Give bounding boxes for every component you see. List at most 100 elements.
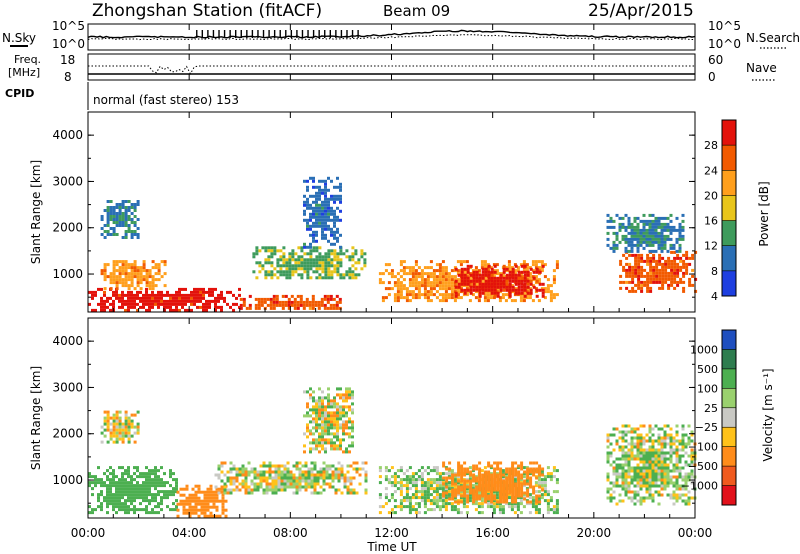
heatmap-cell bbox=[669, 219, 673, 223]
heatmap-cell bbox=[106, 428, 110, 432]
heatmap-cell bbox=[429, 478, 433, 482]
heatmap-cell bbox=[630, 237, 634, 241]
heatmap-cell bbox=[399, 293, 403, 297]
heatmap-cell bbox=[148, 287, 152, 291]
heatmap-cell bbox=[531, 505, 535, 509]
heatmap-cell bbox=[472, 270, 476, 274]
heatmap-cell bbox=[121, 260, 125, 264]
heatmap-cell bbox=[109, 496, 112, 500]
heatmap-cell bbox=[115, 233, 119, 236]
heatmap-cell bbox=[466, 282, 470, 286]
heatmap-cell bbox=[136, 272, 140, 276]
heatmap-cell bbox=[309, 255, 313, 259]
heatmap-cell bbox=[209, 511, 213, 515]
heatmap-cell bbox=[223, 482, 227, 486]
heatmap-cell bbox=[244, 479, 248, 483]
heatmap-cell bbox=[487, 276, 491, 280]
heatmap-cell bbox=[287, 306, 291, 310]
heatmap-cell bbox=[408, 502, 412, 506]
heatmap-cell bbox=[423, 284, 427, 288]
heatmap-cell bbox=[651, 225, 655, 229]
heatmap-cell bbox=[678, 231, 682, 235]
heatmap-cell bbox=[645, 472, 649, 476]
heatmap-cell bbox=[496, 461, 500, 465]
heatmap-cell bbox=[300, 246, 304, 250]
heatmap-cell bbox=[309, 420, 312, 424]
heatmap-cell bbox=[669, 451, 673, 455]
heatmap-cell bbox=[136, 493, 139, 497]
heatmap-cell bbox=[540, 260, 544, 264]
heatmap-cell bbox=[285, 261, 289, 265]
heatmap-cell bbox=[354, 276, 358, 280]
heatmap-cell bbox=[414, 511, 418, 515]
heatmap-cell bbox=[460, 273, 464, 277]
heatmap-cell bbox=[535, 267, 539, 271]
heatmap-cell bbox=[474, 296, 478, 300]
heatmap-cell bbox=[130, 299, 133, 303]
heatmap-cell bbox=[232, 476, 236, 480]
heatmap-cell bbox=[669, 436, 673, 440]
heatmap-cell bbox=[535, 467, 539, 471]
heatmap-cell bbox=[528, 266, 532, 270]
heatmap-cell bbox=[673, 259, 677, 263]
freq-tick-bottom: 8 bbox=[64, 70, 72, 84]
heatmap-cell bbox=[511, 476, 515, 480]
heatmap-cell bbox=[285, 258, 289, 262]
heatmap-cell bbox=[654, 490, 658, 494]
heatmap-cell bbox=[505, 497, 509, 501]
heatmap-cell bbox=[441, 272, 445, 276]
heatmap-cell bbox=[555, 260, 559, 264]
heatmap-cell bbox=[284, 300, 288, 304]
heatmap-cell bbox=[454, 294, 458, 298]
heatmap-cell bbox=[175, 302, 178, 306]
heatmap-cell bbox=[334, 473, 338, 477]
heatmap-cell bbox=[648, 219, 652, 223]
heatmap-cell bbox=[94, 293, 97, 297]
heatmap-cell bbox=[275, 300, 279, 304]
heatmap-cell bbox=[287, 303, 291, 307]
heatmap-cell bbox=[315, 239, 318, 243]
heatmap-cell bbox=[157, 293, 160, 297]
heatmap-cell bbox=[145, 296, 148, 300]
heatmap-cell bbox=[133, 230, 137, 233]
heatmap-cell bbox=[471, 469, 475, 473]
heatmap-cell bbox=[640, 265, 644, 269]
heatmap-cell bbox=[265, 491, 269, 495]
heatmap-cell bbox=[336, 239, 339, 243]
heatmap-cell bbox=[300, 261, 304, 265]
heatmap-cell bbox=[444, 496, 448, 500]
heatmap-cell bbox=[535, 270, 539, 274]
heatmap-cell bbox=[133, 221, 137, 224]
heatmap-cell bbox=[390, 466, 394, 470]
heatmap-cell bbox=[684, 493, 688, 497]
heatmap-cell bbox=[478, 497, 482, 501]
heatmap-cell bbox=[484, 476, 488, 480]
heatmap-cell bbox=[312, 221, 315, 225]
heatmap-cell bbox=[197, 514, 201, 518]
heatmap-cell bbox=[315, 426, 318, 430]
heatmap-cell bbox=[196, 305, 199, 309]
heatmap-cell bbox=[690, 448, 694, 452]
heatmap-cell bbox=[423, 281, 427, 285]
heatmap-cell bbox=[690, 454, 694, 458]
heatmap-cell bbox=[336, 215, 339, 219]
heatmap-cell bbox=[639, 478, 643, 482]
heatmap-cell bbox=[321, 233, 324, 237]
heatmap-cell bbox=[322, 470, 326, 474]
heatmap-cell bbox=[390, 508, 394, 512]
heatmap-cell bbox=[538, 494, 542, 498]
heatmap-cell bbox=[472, 479, 476, 483]
heatmap-cell bbox=[281, 303, 285, 307]
heatmap-cell bbox=[148, 487, 151, 491]
heatmap-cell bbox=[417, 502, 421, 506]
heatmap-cell bbox=[511, 267, 515, 271]
heatmap-cell bbox=[327, 203, 330, 207]
heatmap-cell bbox=[274, 470, 278, 474]
heatmap-cell bbox=[636, 484, 640, 488]
heatmap-cell bbox=[115, 260, 119, 264]
heatmap-cell bbox=[423, 481, 427, 485]
heatmap-cell bbox=[321, 402, 324, 406]
heatmap-cell bbox=[417, 296, 421, 300]
heatmap-cell bbox=[649, 259, 653, 263]
heatmap-cell bbox=[466, 276, 470, 280]
